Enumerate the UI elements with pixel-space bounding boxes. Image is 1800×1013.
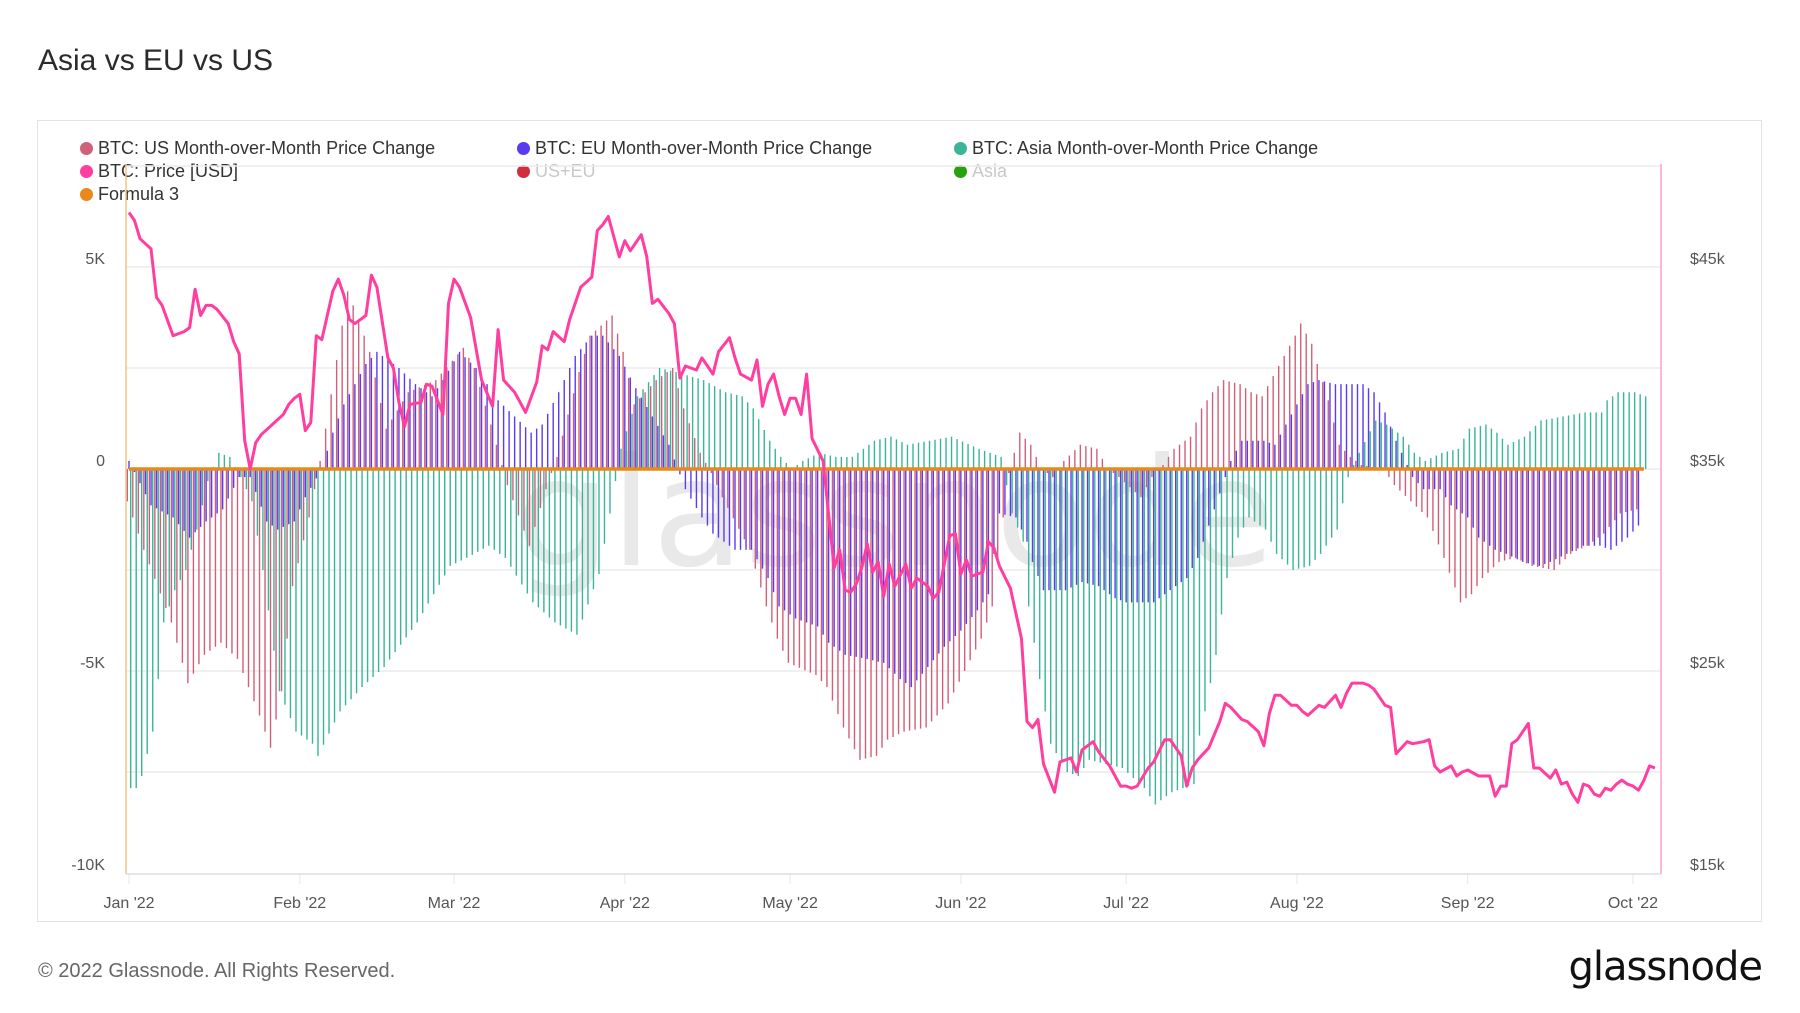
legend-label: BTC: EU Month-over-Month Price Change [535,138,873,158]
x-tick-label: Jul '22 [1103,895,1149,912]
y-left-tick-label: 5K [85,251,105,268]
line-series [127,211,1656,804]
glassnode-logo[interactable]: glassnode [1568,944,1763,990]
copyright-text: © 2022 Glassnode. All Rights Reserved. [38,960,396,982]
y-right-tick-label: $35k [1690,453,1726,470]
x-tick-label: Apr '22 [600,895,650,912]
y-left-tick-label: -5K [80,655,105,672]
y-left-tick-label: 0 [96,453,105,470]
legend-item-asia[interactable]: BTC: Asia Month-over-Month Price Change [954,138,1318,159]
dot-icon [80,188,93,201]
x-tick-label: Mar '22 [428,895,481,912]
legend-item-us[interactable]: BTC: US Month-over-Month Price Change [80,138,435,159]
x-tick-label: Jan '22 [103,895,154,912]
x-tick-label: Aug '22 [1270,895,1324,912]
x-tick-label: Oct '22 [1608,895,1658,912]
y-right-tick-label: $15k [1690,857,1726,874]
y-right-tick-label: $45k [1690,251,1726,268]
dot-icon [80,142,93,155]
chart-title: Asia vs EU vs US [38,44,274,77]
x-tick-label: Sep '22 [1441,895,1495,912]
dot-icon [517,165,530,178]
chart-card [37,120,1762,922]
x-tick-label: Feb '22 [273,895,326,912]
x-tick-label: Jun '22 [935,895,986,912]
legend-label: BTC: US Month-over-Month Price Change [98,138,436,158]
price-line [127,211,1656,804]
dot-icon [954,142,967,155]
dot-icon [954,165,967,178]
legend-label: BTC: Asia Month-over-Month Price Change [972,138,1319,158]
legend-item-formula-3[interactable]: Formula 3 [80,184,179,205]
y-left-tick-label: -10K [71,857,105,874]
dot-icon [517,142,530,155]
legend-item-eu[interactable]: BTC: EU Month-over-Month Price Change [517,138,872,159]
x-tick-label: May '22 [762,895,818,912]
axes: 5K 0 -5K -10K $45k $35k $25k $15k Jan '22 Feb '22… [71,164,1726,912]
dot-icon [80,165,93,178]
y-right-tick-label: $25k [1690,655,1726,672]
legend-label: Formula 3 [98,184,180,204]
